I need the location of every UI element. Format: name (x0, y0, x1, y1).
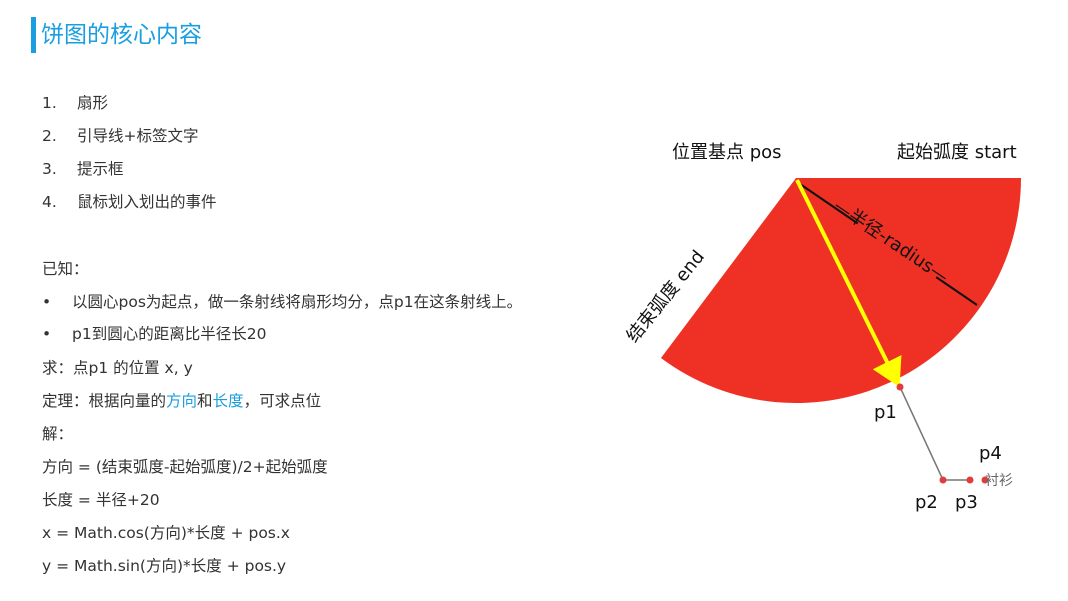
title-accent-bar (31, 17, 36, 53)
theorem-prefix: 定理：根据向量的 (42, 392, 167, 410)
list-number: 3. (42, 160, 57, 178)
seek-line: 求：点p1 的位置 x, y (42, 359, 193, 377)
formula-x: x = Math.cos(方向)*长度 + pos.x (42, 524, 290, 542)
p4-tag-text: 衬衫 (985, 473, 1013, 489)
formula-direction: 方向 = (结束弧度-起始弧度)/2+起始弧度 (42, 458, 328, 476)
p3-label: p3 (955, 492, 978, 513)
list-item: 2. 引导线+标签文字 (42, 125, 199, 147)
start-label: 起始弧度 start (897, 142, 1017, 163)
theorem-highlight-length: 长度 (212, 392, 244, 410)
list-item: 1. 扇形 (42, 92, 108, 114)
list-number: 2. (42, 127, 57, 145)
list-text: 提示框 (77, 160, 124, 178)
bullet-text: p1到圆心的距离比半径长20 (72, 325, 267, 343)
bullet-dot: • (42, 325, 52, 343)
direction-arrow (795, 179, 902, 388)
page-title: 饼图的核心内容 (41, 22, 202, 48)
solution-label: 解： (42, 425, 74, 443)
list-number: 4. (42, 193, 57, 211)
formula-length: 长度 = 半径+20 (42, 491, 160, 509)
list-item: 4. 鼠标划入划出的事件 (42, 191, 217, 213)
theorem-line: 定理：根据向量的方向和长度，可求点位 (42, 390, 321, 412)
list-item: 3. 提示框 (42, 158, 124, 180)
bullet-text: 以圆心pos为起点，做一条射线将扇形均分，点p1在这条射线上。 (72, 293, 523, 311)
known-label: 已知： (42, 260, 89, 278)
list-text: 引导线+标签文字 (77, 127, 199, 145)
pos-label: 位置基点 pos (672, 142, 782, 163)
guide-line (899, 386, 970, 481)
point-p3 (966, 476, 974, 484)
pie-sector (661, 178, 1021, 404)
list-number: 1. (42, 94, 57, 112)
formula-y: y = Math.sin(方向)*长度 + pos.y (42, 557, 287, 575)
p1-label: p1 (874, 402, 897, 423)
bullet-item: • 以圆心pos为起点，做一条射线将扇形均分，点p1在这条射线上。 (42, 291, 522, 313)
theorem-suffix: ，可求点位 (243, 392, 322, 410)
theorem-highlight-direction: 方向 (166, 392, 198, 410)
radius-dashed-line (799, 183, 978, 306)
point-p1 (896, 383, 904, 391)
p2-label: p2 (915, 492, 938, 513)
point-p2 (939, 476, 947, 484)
bullet-item: • p1到圆心的距离比半径长20 (42, 323, 266, 345)
p4-label: p4 (979, 443, 1002, 464)
list-text: 鼠标划入划出的事件 (77, 193, 217, 211)
bullet-dot: • (42, 293, 52, 311)
point-p4 (981, 476, 989, 484)
theorem-mid: 和 (197, 392, 213, 410)
list-text: 扇形 (77, 94, 109, 112)
